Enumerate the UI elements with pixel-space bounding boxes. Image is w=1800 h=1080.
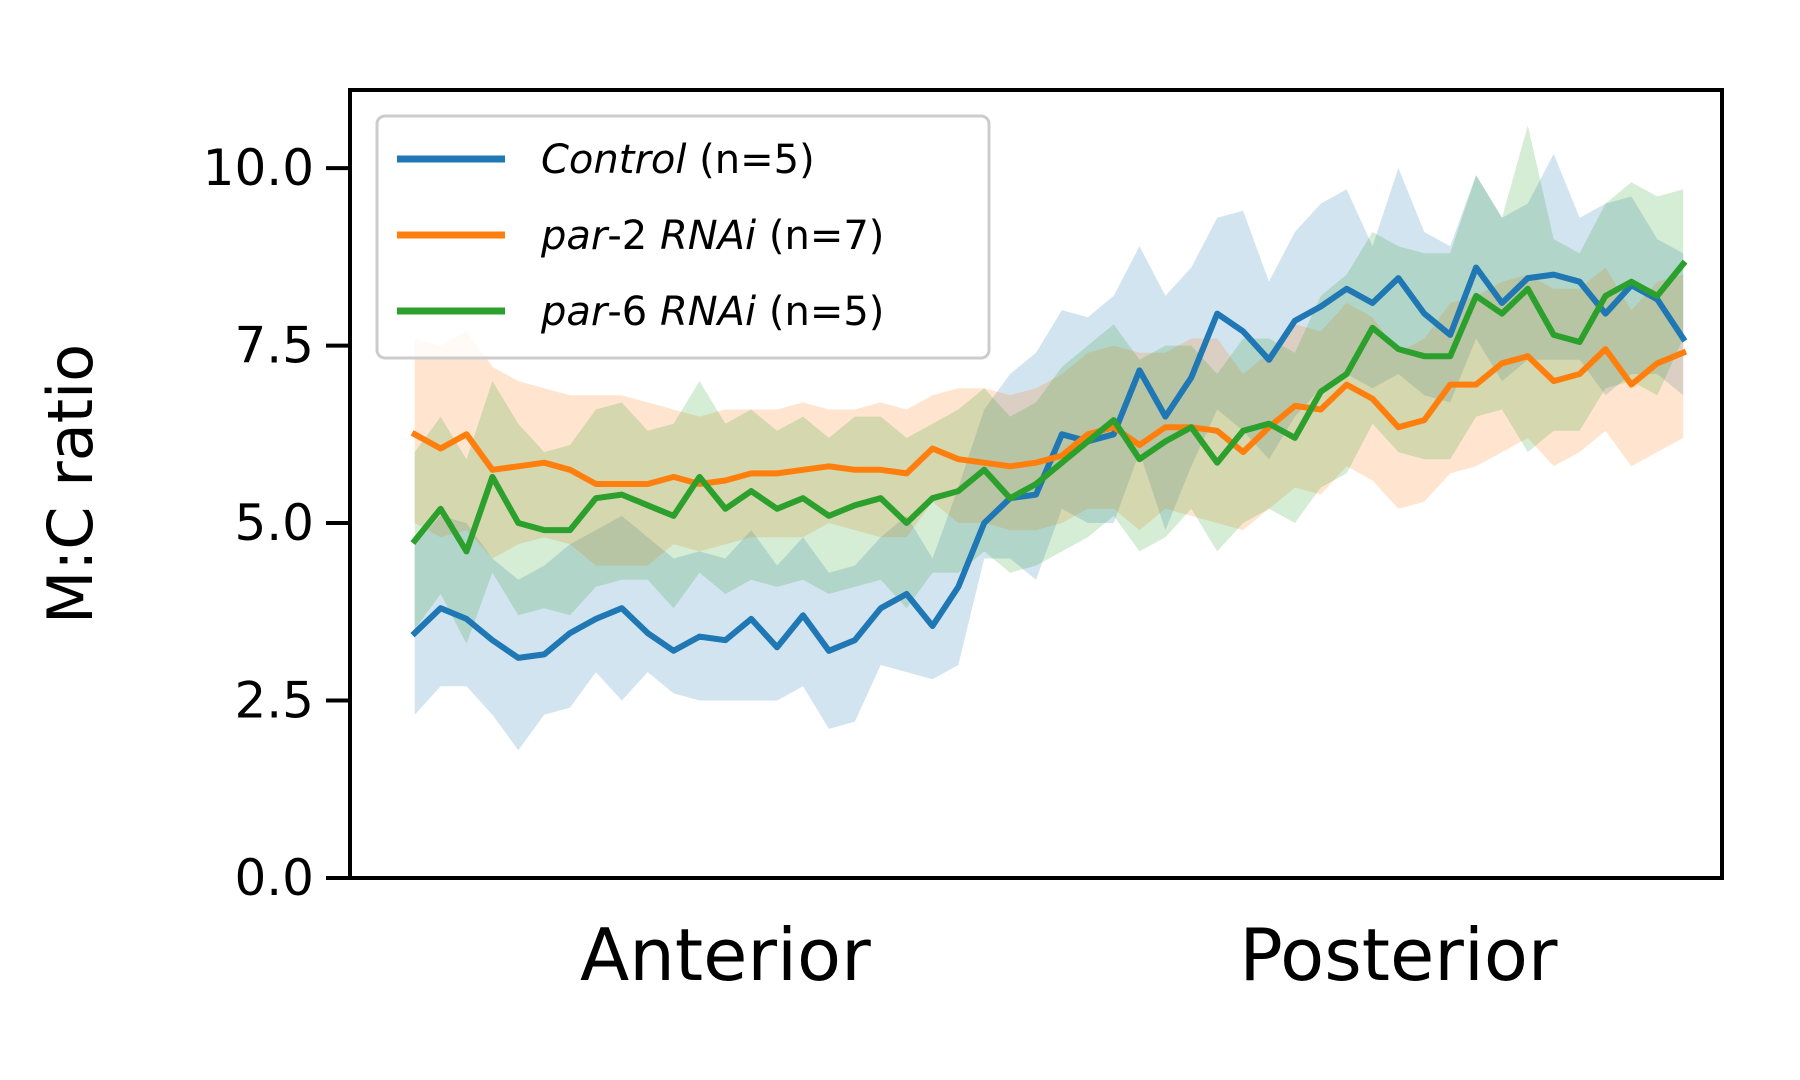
y-axis-title: M:C ratio <box>34 344 107 624</box>
legend-label-par-2-rnai: par-2 RNAi (n=7) <box>540 213 884 259</box>
x-axis: Anterior Posterior <box>580 913 1558 997</box>
y-tick-label: 10.0 <box>203 139 314 197</box>
y-tick-label: 0.0 <box>234 849 314 907</box>
legend-label-par-6-rnai: par-6 RNAi (n=5) <box>540 289 884 335</box>
series-lines <box>410 259 1688 661</box>
x-label-anterior: Anterior <box>580 913 871 997</box>
y-tick-label: 2.5 <box>234 672 314 730</box>
legend-box <box>375 114 991 360</box>
band-par-6-rnai <box>414 125 1684 644</box>
band-control <box>414 153 1684 751</box>
y-tick-label: 7.5 <box>234 317 314 375</box>
line-par-6-rnai <box>410 259 1688 555</box>
y-axis: 0.0 2.5 5.0 7.5 10.0 <box>203 139 350 907</box>
line-par-2-rnai <box>410 346 1688 487</box>
x-label-posterior: Posterior <box>1239 913 1558 997</box>
line-control <box>410 264 1688 661</box>
legend: Control (n=5) par-2 RNAi (n=7) par-6 RNAi … <box>375 114 991 360</box>
y-tick-label: 5.0 <box>234 494 314 552</box>
legend-label-control: Control (n=5) <box>541 137 815 183</box>
plot-frame <box>348 88 1724 880</box>
